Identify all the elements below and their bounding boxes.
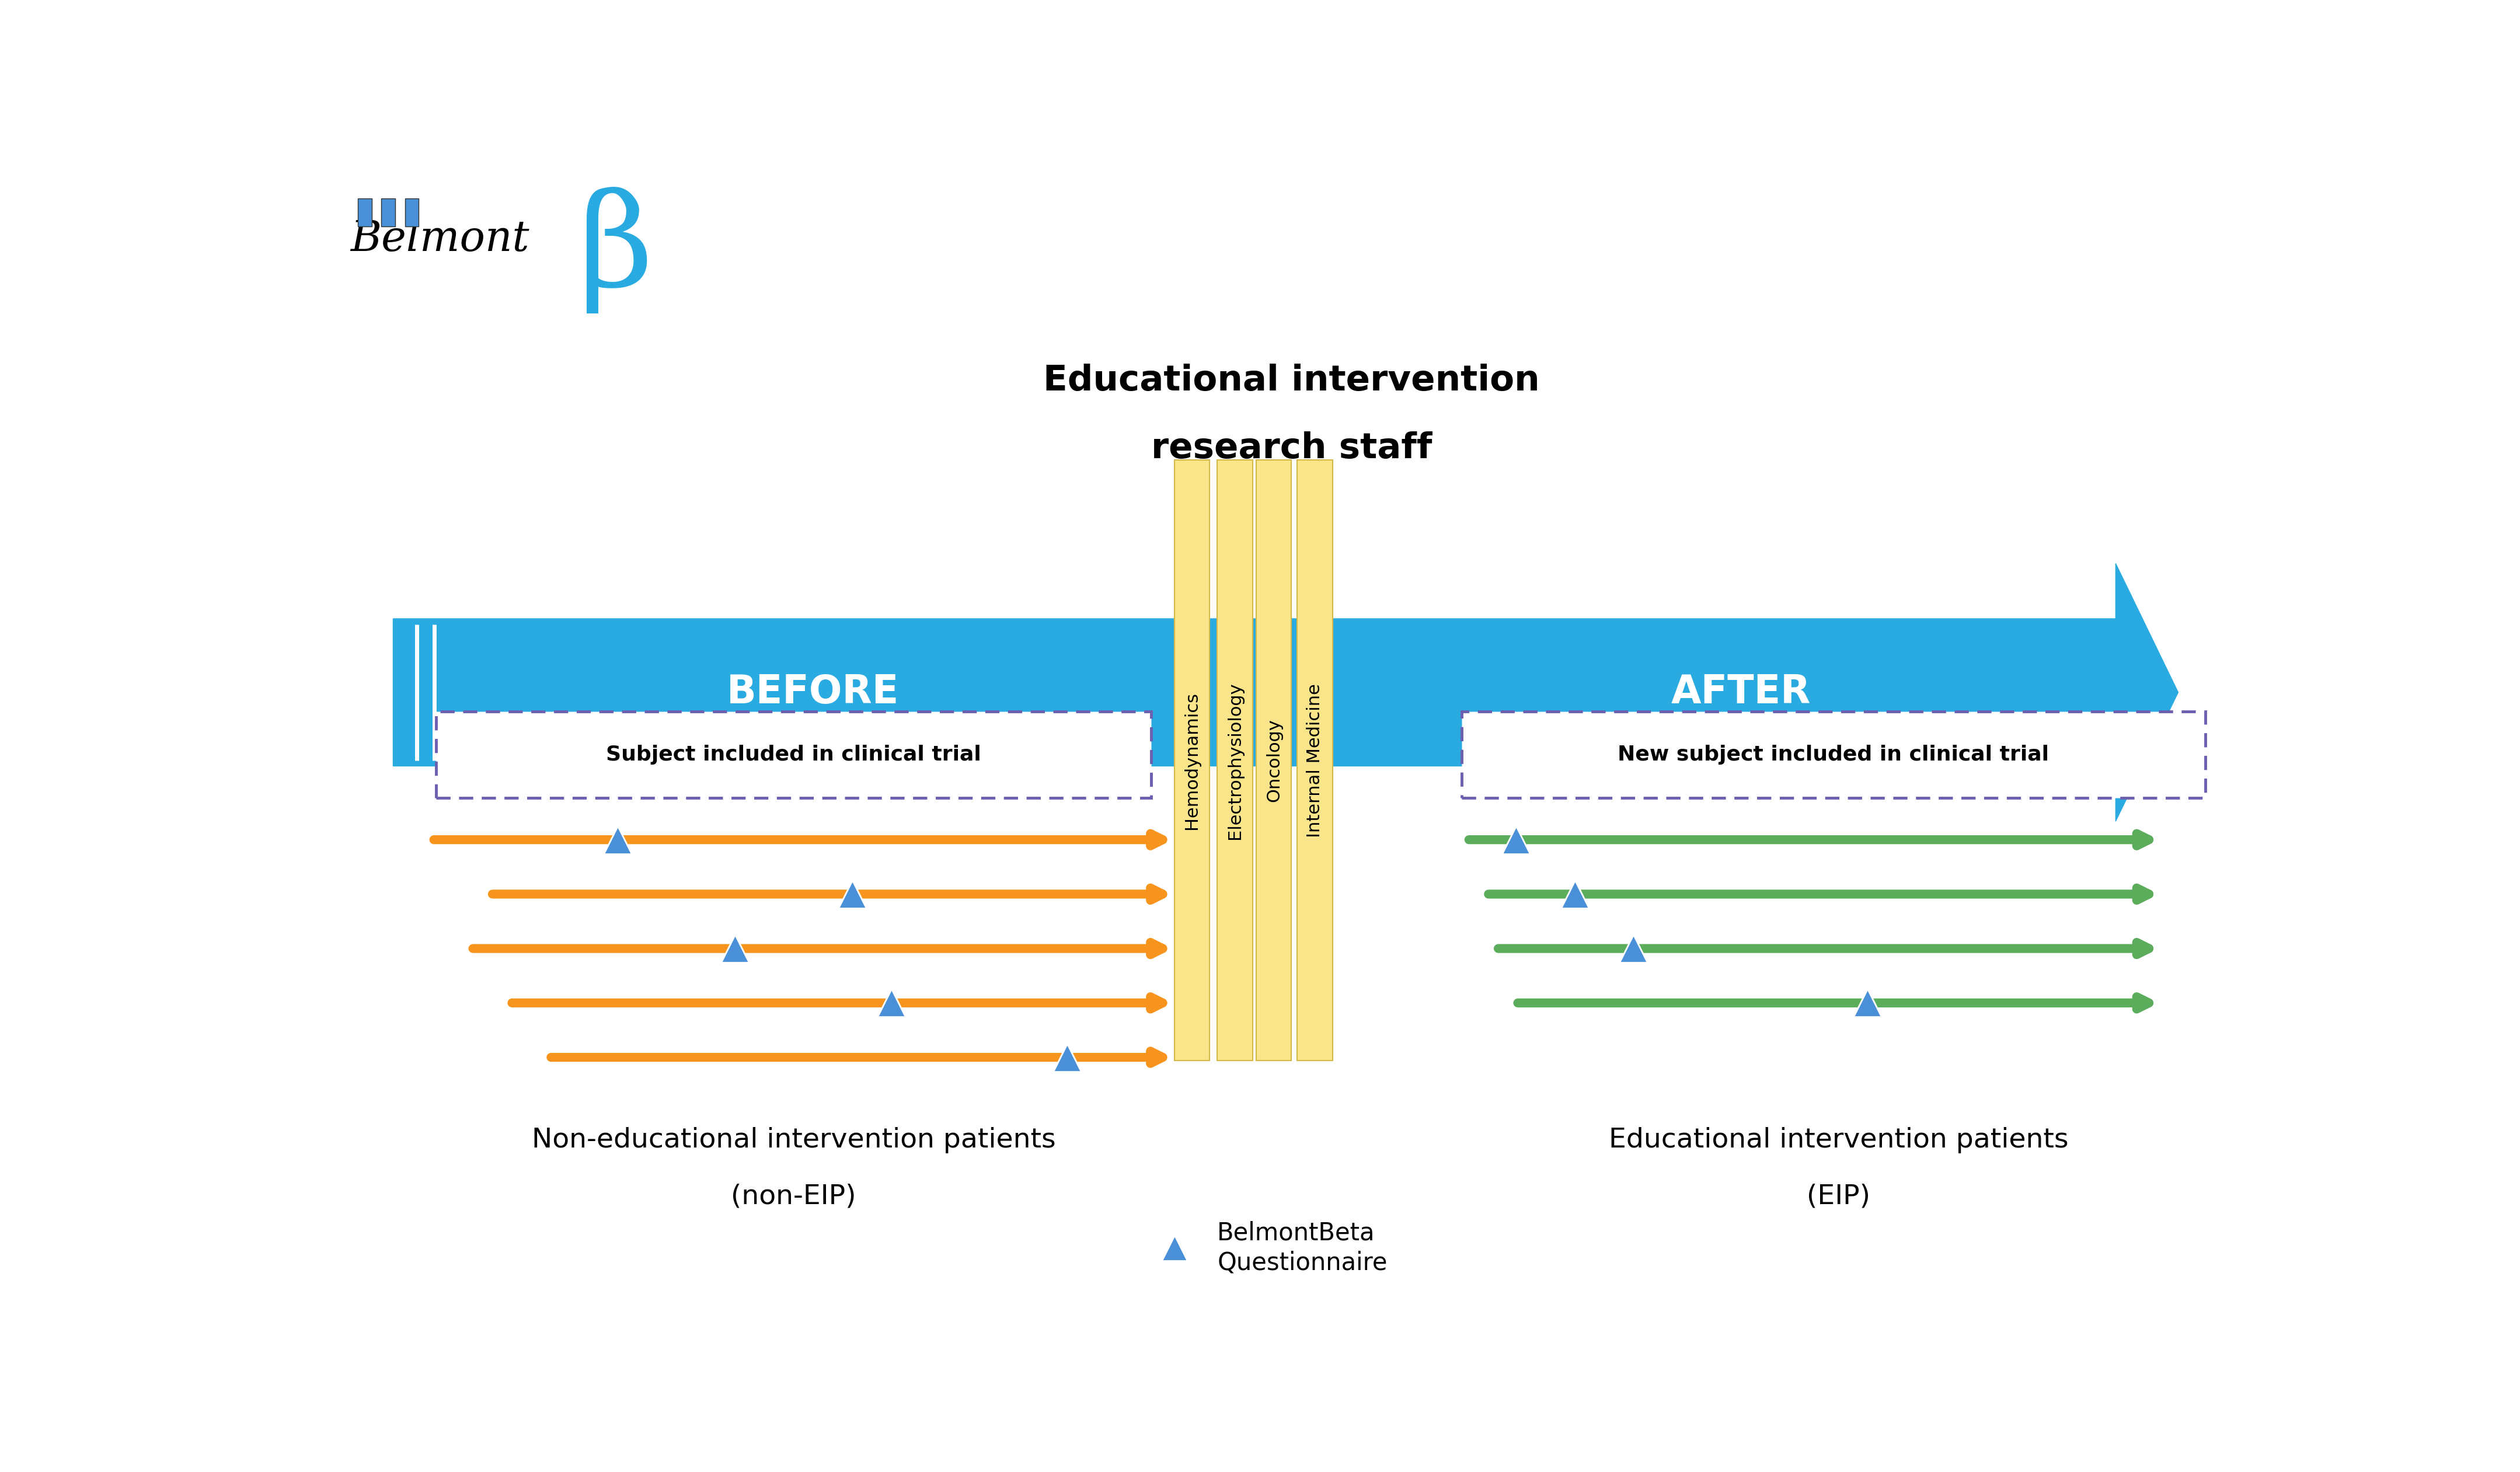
- Text: Internal Medicine: Internal Medicine: [1305, 683, 1323, 838]
- Text: Non-educational intervention patients: Non-educational intervention patients: [532, 1128, 1056, 1153]
- FancyBboxPatch shape: [1462, 711, 2205, 798]
- Text: Questionnaire: Questionnaire: [1217, 1250, 1389, 1275]
- Text: AFTER: AFTER: [1671, 673, 1809, 711]
- Text: Subject included in clinical trial: Subject included in clinical trial: [605, 745, 980, 764]
- Text: Hemodynamics: Hemodynamics: [1184, 692, 1200, 829]
- Bar: [358, 199, 370, 227]
- Text: Electrophysiology: Electrophysiology: [1227, 682, 1242, 839]
- Text: Belmont: Belmont: [350, 218, 529, 259]
- FancyArrow shape: [393, 564, 2177, 821]
- Text: Oncology: Oncology: [1265, 718, 1283, 802]
- Text: Educational intervention: Educational intervention: [1043, 364, 1540, 397]
- Text: BEFORE: BEFORE: [726, 673, 900, 711]
- Bar: [381, 199, 396, 227]
- Text: β: β: [580, 187, 653, 314]
- Text: Educational intervention patients: Educational intervention patients: [1608, 1128, 2069, 1153]
- Text: research staff: research staff: [1152, 431, 1431, 465]
- Bar: [1298, 459, 1333, 1061]
- Bar: [1257, 459, 1290, 1061]
- Text: BelmontBeta: BelmontBeta: [1217, 1220, 1376, 1245]
- Bar: [406, 199, 418, 227]
- FancyBboxPatch shape: [436, 711, 1152, 798]
- Text: (non-EIP): (non-EIP): [731, 1183, 857, 1210]
- Bar: [1217, 459, 1252, 1061]
- Text: New subject included in clinical trial: New subject included in clinical trial: [1618, 745, 2049, 764]
- Bar: [1174, 459, 1210, 1061]
- Text: (EIP): (EIP): [1807, 1183, 1870, 1210]
